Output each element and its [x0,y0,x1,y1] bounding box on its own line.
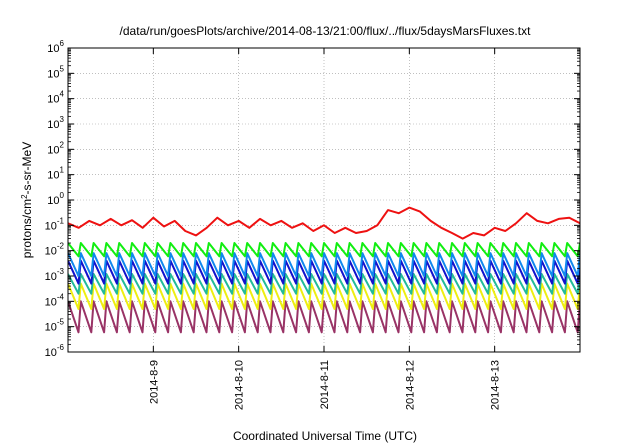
y-tick-label-base: 10 [47,170,59,182]
x-tick-label: 2014-8-11 [319,360,331,409]
y-tick-label: 102 [47,140,64,156]
y-tick-label-exp: 2 [60,140,65,149]
series-line [68,242,580,258]
y-tick-label-base: 10 [47,43,59,55]
x-tick-label: 2014-8-12 [404,360,416,410]
y-tick-label-base: 10 [45,322,57,334]
y-tick-label-base: 10 [47,195,59,207]
y-tick-label-base: 10 [45,296,57,308]
series-line [68,282,580,310]
y-tick-label-base: 10 [47,144,59,156]
y-tick-label-exp: -1 [57,216,65,225]
y-axis-label-base: protons/cm [20,199,34,258]
y-tick-label-exp: 1 [60,166,65,175]
series-line [68,206,580,240]
y-axis-label: protons/cm2-s-sr-MeV [20,142,35,258]
y-tick-label-exp: -2 [57,242,65,251]
y-tick-label-base: 10 [45,271,57,283]
y-tick-label: 10-3 [45,267,65,283]
y-tick-label-base: 10 [47,68,59,80]
series-line [68,300,580,334]
y-tick-label: 101 [47,166,64,182]
y-axis: 10610510410310210110010-110-210-310-410-… [45,39,580,359]
series-line [68,252,580,277]
x-tick-label: 2014-8-10 [234,360,246,410]
x-tick-label: 2014-8-9 [148,360,160,404]
y-tick-label: 106 [47,39,64,55]
y-axis-label-sup: 2 [20,194,29,199]
y-tick-label-exp: -6 [57,343,65,352]
y-tick-label-base: 10 [45,246,57,258]
x-tick-label: 2014-8-13 [490,360,502,410]
series-layer [68,206,580,334]
y-tick-label-base: 10 [45,220,57,232]
y-tick-label-exp: -5 [57,318,65,327]
y-tick-label-base: 10 [47,94,59,106]
y-tick-label-base: 10 [47,119,59,131]
series-line [68,273,580,295]
x-axis-label: Coordinated Universal Time (UTC) [233,429,417,443]
y-tick-label-exp: 4 [60,90,65,99]
y-tick-label: 10-5 [45,318,65,334]
y-tick-label-exp: -4 [57,292,65,301]
y-tick-label: 10-2 [45,242,65,258]
y-tick-label: 103 [47,115,64,131]
y-tick-label: 105 [47,64,64,80]
y-tick-label-exp: 0 [60,191,65,200]
y-tick-label-exp: 5 [60,64,65,73]
chart-title: /data/run/goesPlots/archive/2014-08-13/2… [120,24,532,38]
y-tick-label-exp: -3 [57,267,65,276]
y-tick-label: 104 [47,90,64,106]
y-tick-label: 10-6 [45,343,65,359]
y-tick-label: 100 [47,191,64,207]
y-tick-label: 10-1 [45,216,65,232]
y-axis-label-rest: -s-sr-MeV [20,142,34,195]
y-tick-label-base: 10 [45,347,57,359]
y-tick-label-exp: 3 [60,115,65,124]
x-axis: 2014-8-9 2014-8-10 2014-8-11 2014-8-12 2014-… [148,48,502,410]
y-tick-label: 10-4 [45,292,65,308]
y-tick-label-exp: 6 [60,39,65,48]
